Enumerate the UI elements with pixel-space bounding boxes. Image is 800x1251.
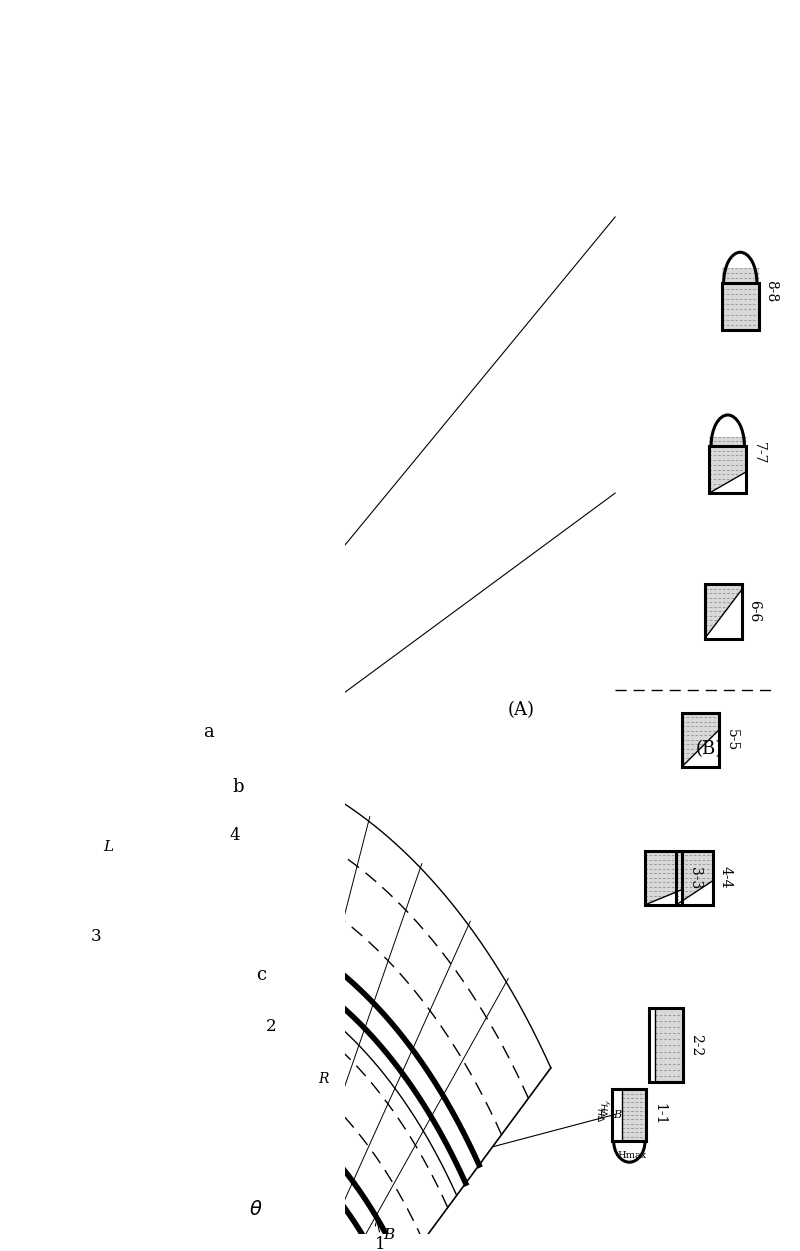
Text: 5-5: 5-5 [725, 728, 738, 751]
Text: (A): (A) [508, 701, 534, 719]
Bar [655, 1008, 683, 1082]
Text: 3: 3 [90, 928, 101, 945]
Polygon shape [710, 472, 746, 493]
Text: b: b [233, 778, 244, 796]
Text: 1: 1 [375, 1236, 386, 1251]
Bar [722, 283, 758, 330]
Text: L: L [103, 839, 114, 854]
Text: $\theta$: $\theta$ [249, 1200, 262, 1220]
Text: $\nabla H_y$: $\nabla H_y$ [601, 1098, 614, 1117]
Text: B: B [613, 1110, 621, 1120]
Bar [722, 268, 758, 330]
Bar [612, 1090, 646, 1141]
Bar [705, 584, 742, 638]
Text: 2: 2 [266, 1017, 277, 1035]
Polygon shape [645, 889, 682, 904]
Text: $\nabla H$: $\nabla H$ [597, 1108, 607, 1122]
Text: 1-1: 1-1 [652, 1103, 666, 1126]
Text: 4-4: 4-4 [719, 867, 733, 889]
Text: 2-2: 2-2 [689, 1035, 703, 1057]
Text: 6-6: 6-6 [747, 600, 762, 623]
Text: 3-3: 3-3 [688, 867, 702, 888]
Text: 7-7: 7-7 [752, 443, 766, 465]
Text: a: a [203, 723, 214, 741]
Text: c: c [256, 966, 266, 985]
Polygon shape [682, 729, 719, 767]
Text: 8-8: 8-8 [765, 280, 778, 301]
Bar [682, 713, 719, 767]
Bar [650, 1008, 683, 1082]
Polygon shape [676, 881, 714, 904]
Bar [645, 851, 682, 904]
Bar [676, 851, 714, 904]
Bar [622, 1090, 646, 1141]
Bar [710, 445, 746, 493]
Bar [676, 851, 714, 904]
Text: B: B [383, 1227, 395, 1242]
Bar [710, 437, 746, 493]
Bar [645, 851, 682, 904]
Bar [682, 713, 719, 767]
Text: Hmax: Hmax [618, 1151, 647, 1160]
Bar [705, 584, 742, 638]
Text: (B): (B) [695, 741, 722, 758]
Text: R: R [318, 1072, 329, 1086]
Polygon shape [705, 589, 742, 638]
Text: 4: 4 [229, 827, 240, 844]
